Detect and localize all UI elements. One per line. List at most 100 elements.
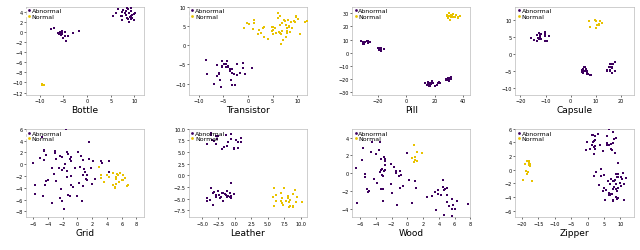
Point (273, 31, 284, 35)
Point (212, 63, 222, 67)
Point (602, 188, 612, 192)
Point (604, 193, 614, 197)
Point (432, 84, 442, 87)
Point (87, 182, 97, 186)
Point (430, 190, 440, 194)
Point (104, 160, 115, 164)
Point (379, 155, 389, 159)
Point (226, 132, 236, 136)
Point (65, 194, 75, 198)
Point (246, 66, 257, 70)
Point (426, 82, 436, 86)
Point (588, 174, 598, 178)
Point (524, 170, 534, 174)
Point (607, 192, 617, 196)
Point (422, 195, 433, 199)
Point (236, 136, 246, 140)
Point (613, 162, 623, 166)
Point (312, 34, 323, 38)
Point (597, 22, 607, 26)
Point (580, 68, 591, 72)
Point (126, 15, 136, 19)
Point (49, 172, 59, 176)
Point (536, 33, 546, 37)
Point (66, 183, 76, 187)
Point (39, 83, 49, 87)
Point (610, 178, 620, 182)
Point (284, 204, 294, 208)
Point (598, 189, 608, 193)
Point (278, 203, 288, 207)
Point (410, 156, 420, 160)
Point (588, 134, 598, 138)
Point (404, 178, 414, 182)
Point (598, 149, 608, 153)
X-axis label: Pill: Pill (404, 106, 418, 115)
Point (56, 168, 67, 172)
Point (249, 22, 259, 26)
Point (443, 78, 453, 82)
Point (108, 183, 118, 187)
Point (281, 199, 291, 203)
Point (424, 83, 434, 87)
Point (396, 186, 406, 190)
Point (429, 85, 440, 89)
Point (579, 66, 589, 70)
Point (525, 164, 536, 168)
Point (373, 47, 383, 51)
Point (612, 190, 623, 194)
Point (226, 137, 236, 141)
Point (431, 208, 441, 212)
Point (284, 26, 294, 30)
Point (117, 178, 127, 182)
Point (447, 214, 458, 218)
Point (611, 183, 621, 187)
Point (587, 134, 597, 138)
Point (221, 193, 232, 197)
Point (443, 77, 453, 81)
Point (378, 199, 388, 203)
Point (276, 191, 287, 195)
Point (426, 81, 436, 85)
Point (287, 204, 298, 208)
Point (54, 166, 64, 170)
Point (226, 182, 236, 186)
Point (428, 82, 438, 86)
Point (239, 27, 250, 31)
Point (268, 28, 278, 32)
Point (284, 205, 294, 209)
Point (232, 138, 242, 142)
Point (518, 178, 528, 182)
Point (521, 169, 531, 173)
Point (376, 48, 386, 52)
Point (377, 174, 387, 178)
Point (371, 152, 381, 156)
Point (591, 170, 601, 174)
Point (209, 83, 219, 87)
Point (125, 10, 136, 14)
Point (417, 151, 428, 155)
Point (126, 16, 136, 20)
Point (65, 156, 76, 160)
Point (577, 68, 588, 72)
Point (611, 195, 621, 199)
Point (96, 159, 106, 163)
Point (123, 183, 133, 187)
Point (357, 158, 367, 162)
Point (445, 16, 456, 20)
Point (124, 8, 134, 12)
Point (445, 78, 455, 82)
Point (88, 159, 99, 163)
Point (433, 192, 443, 196)
Point (267, 30, 277, 34)
Point (282, 27, 292, 31)
Point (607, 65, 618, 69)
Point (422, 83, 433, 87)
Point (577, 69, 588, 73)
Point (55, 154, 65, 158)
Point (526, 37, 536, 41)
Point (50, 152, 60, 156)
Point (291, 195, 301, 199)
Point (38, 84, 49, 88)
Point (85, 167, 95, 171)
